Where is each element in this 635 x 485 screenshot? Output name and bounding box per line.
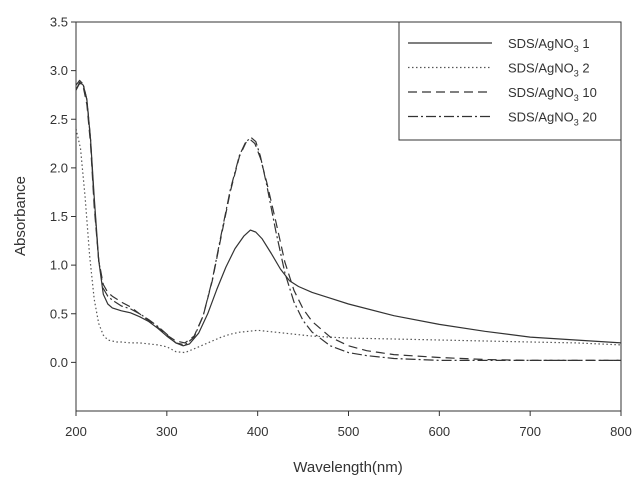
legend-label-4: SDS/AgNO3 20: [508, 110, 597, 128]
x-tick-label: 500: [338, 424, 360, 439]
x-tick-label: 800: [610, 424, 632, 439]
legend-label-2: SDS/AgNO3 2: [508, 61, 590, 79]
legend: SDS/AgNO3 1 SDS/AgNO3 2 SDS/AgNO3 10 SDS/Ag…: [398, 21, 622, 141]
y-tick-label: 2.0: [50, 160, 68, 175]
y-tick-label: 0.5: [50, 306, 68, 321]
x-axis-title: Wavelength(nm): [293, 459, 402, 476]
x-tick-label: 200: [65, 424, 87, 439]
y-tick-label: 3.5: [50, 15, 68, 30]
y-tick-label: 3.0: [50, 63, 68, 78]
y-tick-label: 1.5: [50, 209, 68, 224]
series-line-3: [75, 82, 621, 361]
x-tick-label: 400: [247, 424, 269, 439]
y-tick-label: 0.0: [50, 355, 68, 370]
series-line-1: [75, 81, 622, 347]
series-layer: [75, 79, 622, 361]
tick-layer: 200 300 400 500 600 700 800 0.0 0.5 1.0 1.5 2.0 2.5 3…: [50, 15, 632, 440]
x-tick-label: 300: [156, 424, 178, 439]
series-line-2: [75, 128, 622, 354]
legend-label-3: SDS/AgNO3 10: [508, 85, 597, 103]
y-tick-label: 1.0: [50, 258, 68, 273]
y-tick-label: 2.5: [50, 112, 68, 127]
legend-box: [398, 21, 622, 141]
legend-items: SDS/AgNO3 1 SDS/AgNO3 2 SDS/AgNO3 10 SDS/Ag…: [408, 36, 597, 128]
y-axis-title: Absorbance: [12, 176, 29, 256]
legend-label-1: SDS/AgNO3 1: [508, 36, 590, 54]
series-line-4: [75, 79, 621, 361]
x-tick-label: 600: [428, 424, 450, 439]
x-tick-label: 700: [519, 424, 541, 439]
